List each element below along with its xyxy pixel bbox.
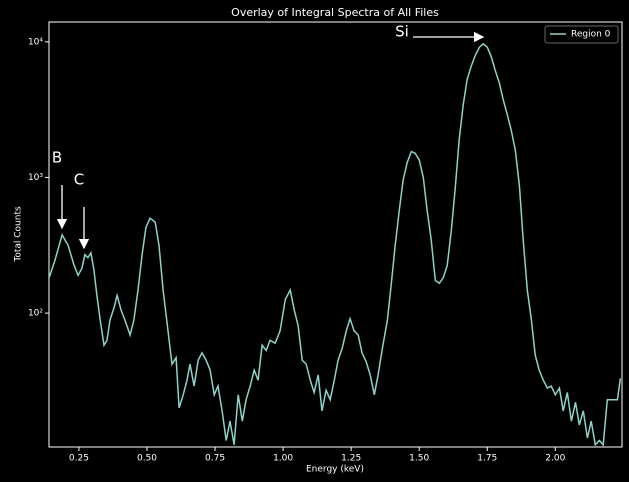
x-tick-label: 1.50: [409, 454, 429, 464]
x-tick-label: 2.00: [545, 454, 565, 464]
x-tick-label: 1.00: [273, 454, 293, 464]
y-tick-label: 10²: [28, 309, 43, 319]
plot-frame: [48, 21, 623, 448]
y-axis-label: Total Counts: [14, 206, 24, 263]
x-tick-label: 1.25: [341, 454, 361, 464]
y-tick-label: 10³: [28, 173, 43, 183]
x-tick-label: 1.75: [477, 454, 497, 464]
y-tick-label: 10⁴: [28, 37, 43, 47]
annotation: B: [52, 149, 62, 167]
legend-label: Region 0: [571, 30, 611, 40]
x-tick-label: 0.25: [69, 454, 89, 464]
x-tick-label: 0.50: [137, 454, 157, 464]
x-axis-label: Energy (keV): [306, 465, 364, 475]
x-tick-label: 0.75: [205, 454, 225, 464]
chart-title: Overlay of Integral Spectra of All Files: [231, 6, 439, 19]
legend-box: [544, 25, 619, 44]
data-line: [49, 42, 622, 447]
annotation: C: [74, 171, 84, 189]
annotation: Si: [395, 23, 409, 41]
